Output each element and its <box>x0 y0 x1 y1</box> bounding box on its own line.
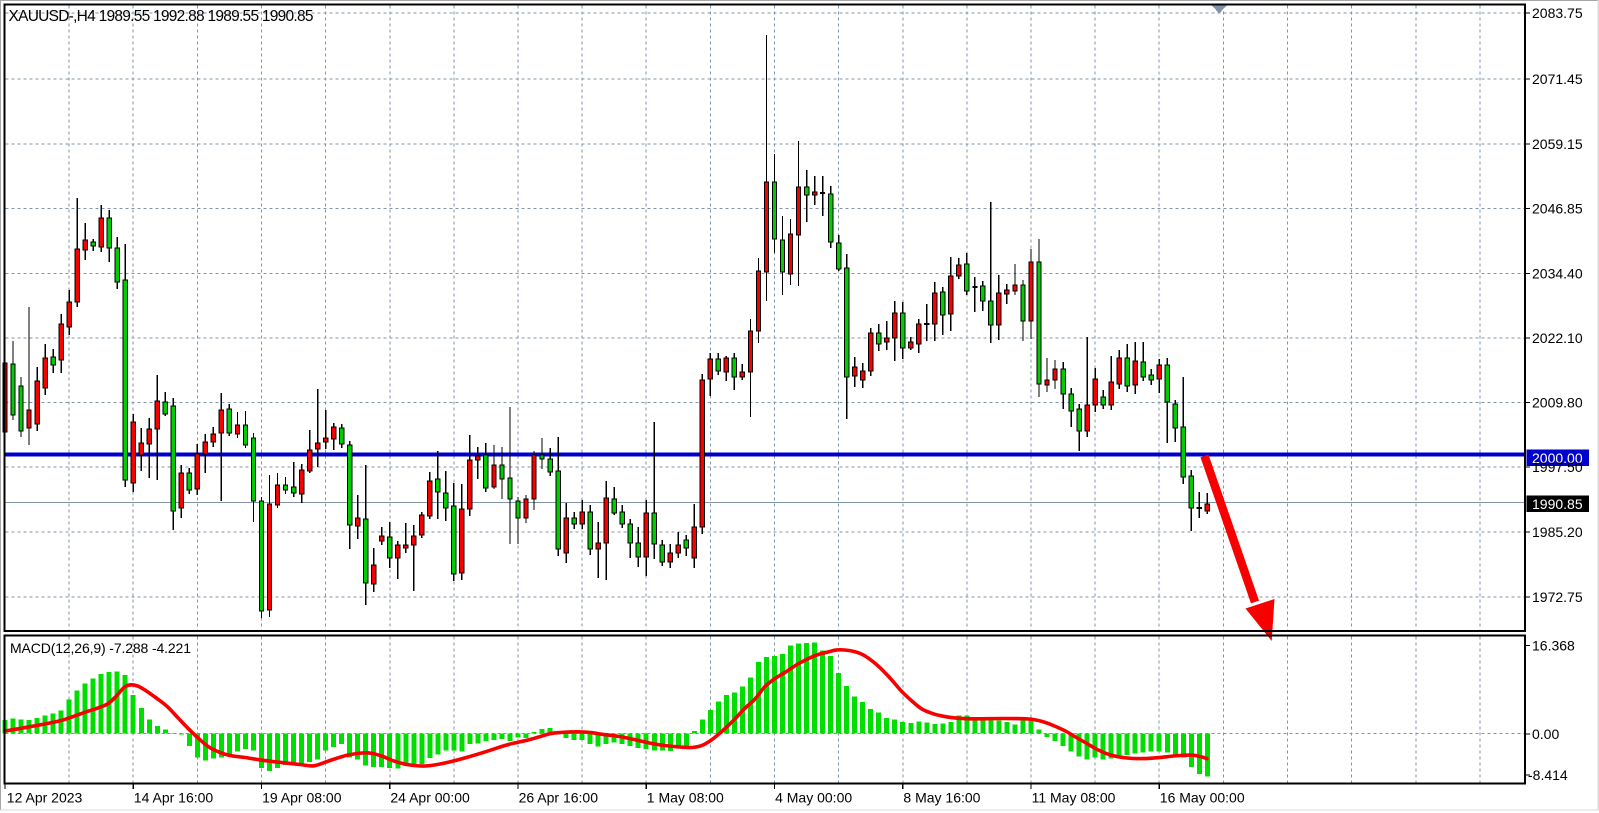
svg-text:24 Apr 00:00: 24 Apr 00:00 <box>390 790 470 806</box>
svg-text:1972.75: 1972.75 <box>1532 589 1583 605</box>
svg-text:4 May 00:00: 4 May 00:00 <box>775 790 852 806</box>
svg-text:14 Apr 16:00: 14 Apr 16:00 <box>134 790 214 806</box>
svg-text:0.00: 0.00 <box>1532 726 1559 742</box>
svg-text:XAUUSD-,H4 1989.55 1992.88 19: XAUUSD-,H4 1989.55 1992.88 1989.55 1990.… <box>9 8 314 25</box>
svg-text:2034.40: 2034.40 <box>1532 266 1583 282</box>
svg-text:8 May 16:00: 8 May 16:00 <box>903 790 980 806</box>
svg-text:-8.414: -8.414 <box>1528 767 1568 783</box>
svg-text:26 Apr 16:00: 26 Apr 16:00 <box>519 790 599 806</box>
svg-text:1990.85: 1990.85 <box>1532 496 1583 512</box>
svg-text:1985.20: 1985.20 <box>1532 524 1583 540</box>
svg-text:16.368: 16.368 <box>1532 638 1575 654</box>
svg-text:MACD(12,26,9) -7.288 -4.221: MACD(12,26,9) -7.288 -4.221 <box>10 640 191 656</box>
svg-text:16 May 00:00: 16 May 00:00 <box>1160 790 1245 806</box>
svg-text:1 May 08:00: 1 May 08:00 <box>647 790 724 806</box>
svg-text:2059.15: 2059.15 <box>1532 136 1583 152</box>
svg-text:11 May 08:00: 11 May 08:00 <box>1032 790 1116 806</box>
svg-text:12 Apr 2023: 12 Apr 2023 <box>7 790 83 806</box>
svg-text:2046.85: 2046.85 <box>1532 201 1583 217</box>
svg-text:19 Apr 08:00: 19 Apr 08:00 <box>262 790 342 806</box>
svg-text:2071.45: 2071.45 <box>1532 71 1583 87</box>
svg-text:2022.10: 2022.10 <box>1532 330 1583 346</box>
svg-text:1997.50: 1997.50 <box>1532 459 1583 475</box>
svg-text:2083.75: 2083.75 <box>1532 5 1583 21</box>
svg-text:2009.80: 2009.80 <box>1532 395 1583 411</box>
svg-text:2000.00: 2000.00 <box>1532 450 1583 466</box>
